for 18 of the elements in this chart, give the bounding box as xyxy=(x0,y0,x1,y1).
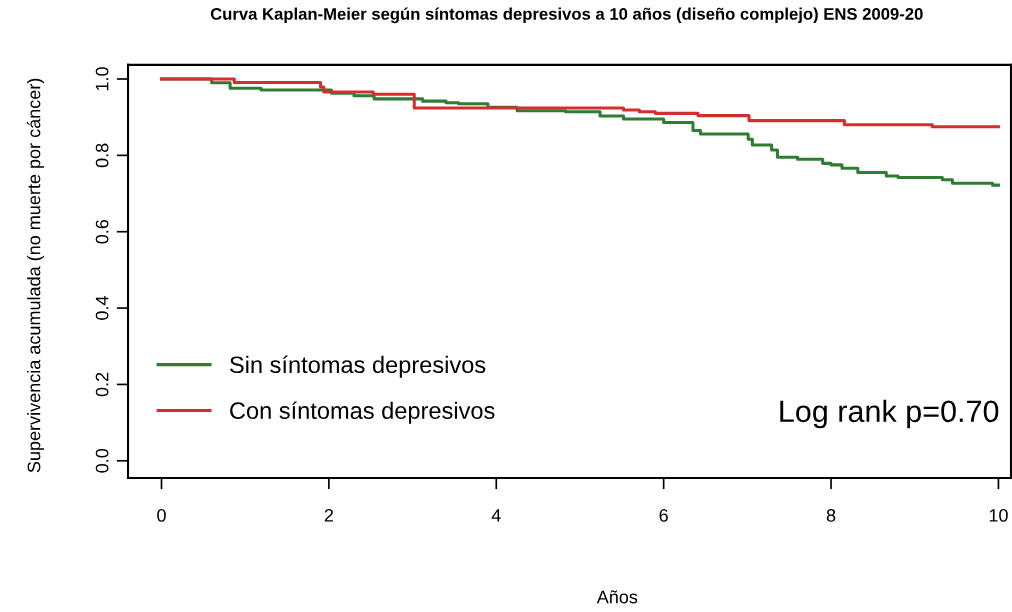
y-tick-label: 1.0 xyxy=(95,67,109,91)
x-tick-label: 10 xyxy=(989,509,1008,522)
annotation: Log rank p=0.70 xyxy=(780,399,999,429)
y-tick-label: 0.6 xyxy=(95,219,109,244)
x-tick-label: 2 xyxy=(324,509,333,522)
x-axis-title: Años xyxy=(596,590,638,604)
x-tick-label: 0 xyxy=(157,509,166,522)
chart-title: Curva Kaplan-Meier según síntomas depresivos a 10 años (diseño complejo) ENS 2009-20 xyxy=(210,7,923,24)
y-tick-label: 0.8 xyxy=(95,143,109,168)
x-tick-label: 4 xyxy=(491,509,501,522)
y-tick-label: 0.4 xyxy=(95,296,109,320)
x-tick-label: 8 xyxy=(826,509,836,522)
x-tick-label: 6 xyxy=(659,509,668,522)
y-tick-label: 0.2 xyxy=(95,372,109,397)
y-axis-title: Supervivencia acumulada (no muerte por cáncer) xyxy=(26,78,44,473)
legend-label: Sin síntomas depresivos xyxy=(230,355,486,378)
y-tick-label: 0.0 xyxy=(95,448,109,473)
legend-label: Con síntomas depresivos xyxy=(230,401,495,424)
